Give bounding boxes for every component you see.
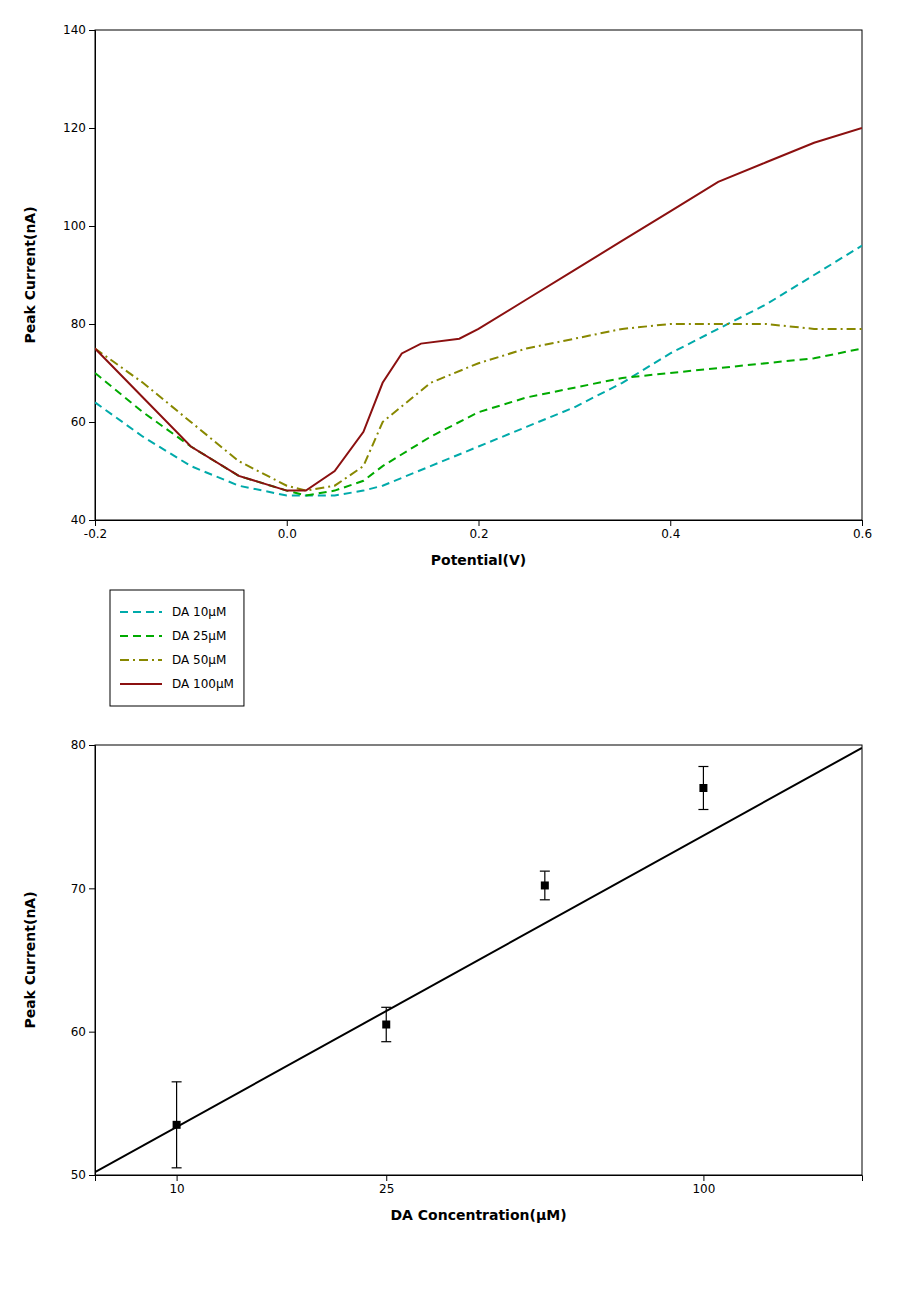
tick: 40 <box>71 513 95 527</box>
tick-label: 0.2 <box>469 527 488 541</box>
legend-label: DA 10μM <box>172 605 226 619</box>
legend-frame <box>110 590 244 706</box>
tick: 0.6 <box>853 520 872 541</box>
tick-mark <box>89 128 95 129</box>
tick: 100 <box>692 1175 715 1196</box>
legend-label: DA 50μM <box>172 653 226 667</box>
y-axis-title: Peak Current(nA) <box>22 891 38 1028</box>
tick-mark <box>177 1175 178 1181</box>
axis-line <box>89 746 96 1176</box>
tick: 0.0 <box>278 520 297 541</box>
data-point <box>699 784 707 792</box>
legend: DA 10μM DA 25μM DA 50μM DA 100μM <box>110 590 244 706</box>
tick-mark <box>89 1032 95 1033</box>
tick: 120 <box>63 121 95 135</box>
tick-mark <box>670 520 671 526</box>
tick-label: 25 <box>379 1182 394 1196</box>
tick-label: 60 <box>71 1025 86 1039</box>
tick: 0.2 <box>469 520 488 541</box>
tick-label: 10 <box>169 1182 184 1196</box>
tick: 100 <box>63 219 95 233</box>
tick-mark <box>89 745 95 746</box>
data-point <box>541 881 549 889</box>
plot-frame <box>95 30 862 520</box>
x-axis-title: Potential(V) <box>431 552 526 568</box>
error-bar <box>698 767 708 810</box>
marks <box>95 748 862 1172</box>
tick-label: 100 <box>692 1182 715 1196</box>
plot: -0.2 0.0 0.2 0.4 0.6 40 60 80 100 120 140 Potential… <box>22 23 872 706</box>
legend-swatch <box>120 635 162 637</box>
tick-mark <box>89 226 95 227</box>
axis-line <box>96 521 863 527</box>
axis-line <box>89 31 96 521</box>
y-axis: 40 60 80 100 120 140 <box>63 23 95 527</box>
legend-swatch <box>120 659 162 661</box>
tick: 80 <box>71 738 95 752</box>
error-bar <box>381 1007 391 1041</box>
tick-label: 140 <box>63 23 86 37</box>
y-axis: 50 60 70 80 <box>71 738 96 1182</box>
tick: 140 <box>63 23 95 37</box>
tick-label: 60 <box>71 415 86 429</box>
tick: 10 <box>169 1175 184 1196</box>
tick: -0.2 <box>84 520 107 541</box>
tick: 60 <box>71 1025 95 1039</box>
tick-label: 80 <box>71 738 86 752</box>
tick-mark <box>287 520 288 526</box>
tick: 50 <box>71 1168 95 1182</box>
tick-mark <box>703 1175 704 1181</box>
legend-swatch <box>120 611 162 613</box>
tick-mark <box>386 1175 387 1181</box>
tick-label: 0.4 <box>661 527 680 541</box>
series-line <box>95 128 862 491</box>
tick-mark <box>89 520 95 521</box>
tick-label: 120 <box>63 121 86 135</box>
series-line <box>95 324 862 491</box>
tick-mark <box>89 324 95 325</box>
x-axis: 10 25 100 <box>96 1175 863 1196</box>
tick-label: 0.6 <box>853 527 872 541</box>
y-axis-title: Peak Current(nA) <box>22 206 38 343</box>
series-line <box>95 748 862 1172</box>
legend-label: DA 25μM <box>172 629 226 643</box>
tick-label: -0.2 <box>84 527 107 541</box>
tick-label: 50 <box>71 1168 86 1182</box>
tick: 25 <box>379 1175 394 1196</box>
x-axis: -0.2 0.0 0.2 0.4 0.6 <box>84 520 872 541</box>
plot-frame <box>95 745 862 1175</box>
tick-mark <box>862 520 863 526</box>
marks <box>95 128 862 496</box>
axis-line <box>96 1176 863 1182</box>
plot: 10 25 100 50 60 70 80 DA Concentration(μM) Peak … <box>22 738 863 1223</box>
tick: 0.4 <box>661 520 680 541</box>
error-bar <box>540 871 550 900</box>
tick: 60 <box>71 415 95 429</box>
data-point <box>382 1021 390 1029</box>
series-line <box>95 349 862 496</box>
tick: 70 <box>71 882 95 896</box>
tick-label: 80 <box>71 317 86 331</box>
tick-mark <box>479 520 480 526</box>
tick-label: 100 <box>63 219 86 233</box>
tick-label: 0.0 <box>278 527 297 541</box>
tick-mark <box>89 422 95 423</box>
legend-label: DA 100μM <box>172 677 234 691</box>
tick-label: 40 <box>71 513 86 527</box>
tick: 80 <box>71 317 95 331</box>
legend-swatch <box>120 683 162 685</box>
tick-mark <box>89 888 95 889</box>
tick-mark <box>89 1175 95 1176</box>
tick-label: 70 <box>71 882 86 896</box>
error-bar <box>172 1082 182 1168</box>
data-point <box>173 1121 181 1129</box>
chart-root: -0.2 0.0 0.2 0.4 0.6 40 60 80 100 120 140 Potential… <box>0 0 897 1297</box>
tick-mark <box>89 30 95 31</box>
x-axis-title: DA Concentration(μM) <box>390 1207 566 1223</box>
